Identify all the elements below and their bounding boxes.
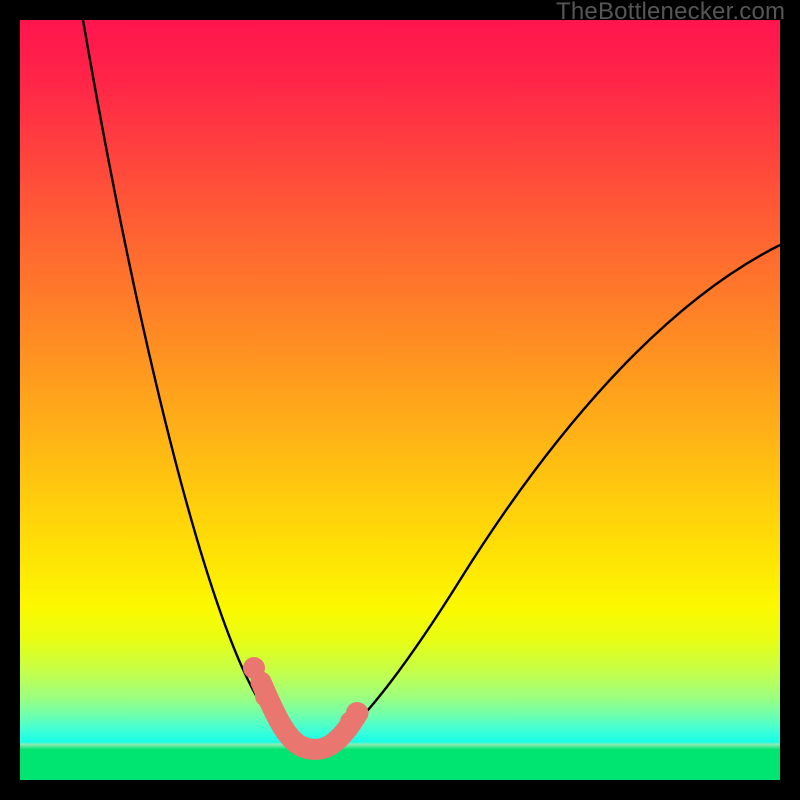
marker-dot-3 xyxy=(340,711,362,733)
marker-dot-0 xyxy=(243,657,265,679)
frame-border-left xyxy=(0,0,20,800)
watermark-text: TheBottlenecker.com xyxy=(556,0,785,26)
figure-root: TheBottlenecker.com xyxy=(0,0,800,800)
plot-area xyxy=(20,20,780,780)
frame-border-bottom xyxy=(0,780,800,800)
frame-border-right xyxy=(780,0,800,800)
gradient-background xyxy=(20,20,780,780)
marker-dot-1 xyxy=(255,685,277,707)
